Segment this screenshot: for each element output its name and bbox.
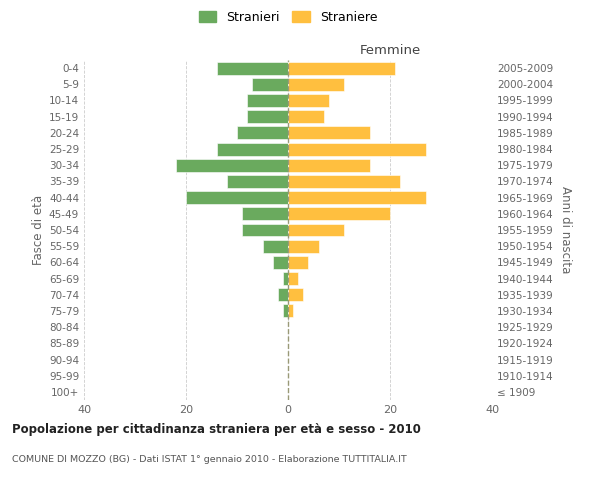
Bar bbox=[217, 62, 288, 74]
Bar bbox=[288, 126, 370, 140]
Bar bbox=[263, 240, 288, 252]
Bar bbox=[288, 94, 329, 107]
Bar bbox=[288, 256, 308, 269]
Bar bbox=[227, 175, 288, 188]
Bar bbox=[242, 208, 288, 220]
Bar bbox=[288, 62, 395, 74]
Text: COMUNE DI MOZZO (BG) - Dati ISTAT 1° gennaio 2010 - Elaborazione TUTTITALIA.IT: COMUNE DI MOZZO (BG) - Dati ISTAT 1° gen… bbox=[12, 455, 407, 464]
Bar bbox=[288, 191, 426, 204]
Y-axis label: Anni di nascita: Anni di nascita bbox=[559, 186, 572, 274]
Bar bbox=[273, 256, 288, 269]
Bar bbox=[288, 304, 293, 318]
Bar bbox=[278, 288, 288, 301]
Bar bbox=[186, 191, 288, 204]
Y-axis label: Fasce di età: Fasce di età bbox=[32, 195, 45, 265]
Bar bbox=[283, 272, 288, 285]
Bar bbox=[288, 224, 344, 236]
Text: Popolazione per cittadinanza straniera per età e sesso - 2010: Popolazione per cittadinanza straniera p… bbox=[12, 422, 421, 436]
Bar bbox=[288, 175, 400, 188]
Bar bbox=[288, 110, 324, 123]
Text: Femmine: Femmine bbox=[359, 44, 421, 57]
Bar bbox=[217, 142, 288, 156]
Legend: Stranieri, Straniere: Stranieri, Straniere bbox=[195, 7, 381, 28]
Bar bbox=[288, 159, 370, 172]
Bar bbox=[237, 126, 288, 140]
Bar bbox=[176, 159, 288, 172]
Bar bbox=[253, 78, 288, 91]
Bar bbox=[247, 110, 288, 123]
Bar bbox=[288, 240, 319, 252]
Bar bbox=[288, 208, 390, 220]
Bar bbox=[247, 94, 288, 107]
Bar bbox=[288, 142, 426, 156]
Bar bbox=[283, 304, 288, 318]
Bar bbox=[288, 272, 298, 285]
Bar bbox=[288, 78, 344, 91]
Bar bbox=[288, 288, 304, 301]
Bar bbox=[242, 224, 288, 236]
